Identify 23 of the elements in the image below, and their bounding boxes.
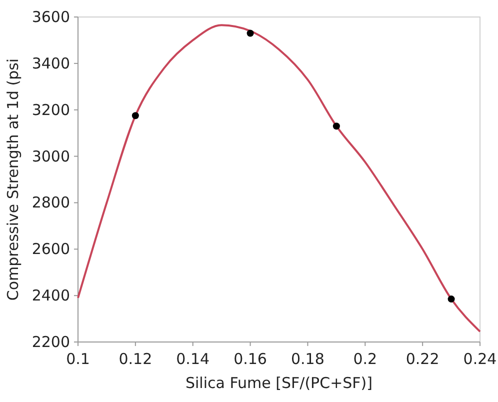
point: [448, 296, 455, 303]
y-tick-label: 2600: [32, 240, 70, 258]
y-tick-label: 3600: [32, 8, 70, 26]
x-tick-label: 0.2: [353, 350, 378, 368]
y-tick-label: 3400: [32, 54, 70, 72]
x-tick-label: 0.24: [463, 350, 497, 368]
x-tick-label: 0.16: [234, 350, 267, 368]
point: [246, 30, 254, 37]
y-tick-label: 3200: [32, 100, 70, 119]
y-tick-label: 3000: [32, 147, 70, 166]
x-tick-label: 0.12: [118, 350, 152, 368]
point: [332, 122, 340, 130]
line-series: [77, 24, 481, 333]
point: [132, 112, 139, 120]
x-tick-label: 0.1: [66, 350, 90, 368]
x-tick-label: 0.14: [176, 350, 210, 368]
x-tick-label: 0.22: [406, 350, 440, 368]
y-tick-label: 2400: [32, 286, 70, 305]
x-tick-label: 0.18: [291, 350, 324, 368]
x-axis-title: Silica Fume [SF/(PC+SF)]: [185, 374, 373, 392]
y-axis-title: Compressive Strength at 1d (psi: [4, 58, 22, 301]
y-tick-label: 2800: [32, 194, 70, 212]
y-tick-label: 2200: [32, 333, 70, 351]
